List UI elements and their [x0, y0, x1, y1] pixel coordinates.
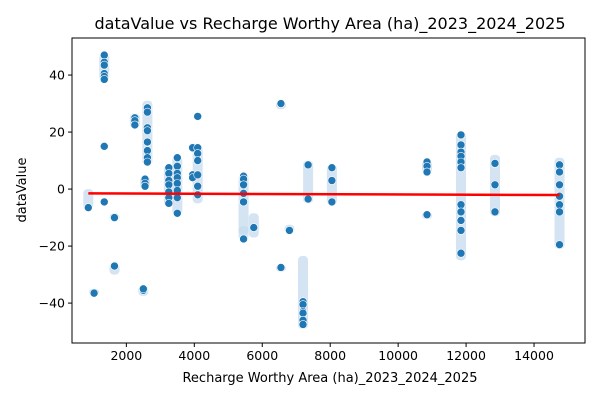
x-tick-label: 6000	[246, 348, 278, 363]
x-axis-label: Recharge Worthy Area (ha)_2023_2024_2025	[182, 371, 477, 386]
data-point	[422, 210, 432, 220]
data-point	[422, 167, 432, 177]
data-point	[143, 137, 152, 147]
axes: 2000 4000 6000 8000 10000 12000 14000 −40 −20 0 20…	[39, 37, 586, 363]
data-point	[239, 197, 248, 207]
y-tick-label: 20	[49, 125, 65, 140]
data-point	[193, 112, 203, 121]
data-point	[173, 179, 182, 188]
data-point	[456, 163, 466, 172]
data-point	[298, 320, 308, 329]
data-point	[173, 161, 182, 171]
y-tick-label: 40	[49, 68, 65, 83]
data-point	[84, 203, 93, 212]
y-tick-label: −20	[39, 239, 65, 254]
data-point	[303, 160, 313, 170]
x-tick-label: 10000	[378, 348, 418, 363]
data-point	[303, 194, 313, 204]
data-point-band	[238, 226, 249, 235]
data-point	[456, 216, 466, 225]
data-point	[249, 223, 259, 232]
data-point	[456, 140, 466, 150]
data-point	[327, 197, 337, 207]
data-point	[89, 288, 99, 298]
data-point	[456, 200, 466, 210]
x-tick-label: 14000	[514, 348, 554, 363]
data-point	[239, 234, 248, 244]
x-tick-label: 2000	[110, 348, 142, 363]
data-point	[298, 308, 308, 318]
y-axis-label: dataValue	[15, 158, 30, 223]
data-point	[555, 200, 564, 210]
x-tick-label: 4000	[178, 348, 210, 363]
data-point	[140, 181, 150, 191]
data-point	[555, 207, 564, 217]
trend-line	[88, 192, 560, 197]
data-point	[164, 199, 174, 208]
data-point	[490, 159, 500, 168]
data-point	[99, 50, 109, 60]
data-point	[193, 149, 203, 158]
data-point	[99, 60, 109, 70]
data-point	[490, 180, 500, 190]
data-point	[276, 263, 286, 272]
data-point	[555, 160, 564, 170]
data-point	[130, 120, 140, 130]
data-point	[456, 226, 466, 235]
data-point	[327, 163, 337, 172]
plot-frame	[71, 37, 586, 344]
data-point	[173, 153, 182, 163]
data-point	[239, 180, 248, 190]
plot-area	[83, 50, 565, 329]
data-point	[143, 126, 152, 135]
data-point	[110, 213, 119, 222]
data-point	[143, 107, 152, 117]
data-point	[555, 167, 564, 177]
data-point	[193, 181, 203, 191]
data-point	[164, 180, 174, 190]
data-point	[456, 130, 466, 140]
y-tick-label: 0	[57, 182, 65, 197]
x-tick-label: 12000	[446, 348, 486, 363]
data-point	[285, 226, 294, 235]
y-tick-label: −40	[39, 296, 65, 311]
data-point	[99, 75, 109, 84]
data-point	[143, 157, 152, 167]
data-point	[555, 240, 564, 249]
data-point	[173, 209, 182, 218]
data-point	[110, 261, 119, 271]
data-point	[139, 284, 148, 294]
data-point	[298, 300, 308, 309]
data-point-band	[303, 160, 314, 204]
data-point	[555, 180, 564, 190]
data-point	[193, 170, 203, 180]
data-point	[193, 156, 203, 165]
data-point	[456, 207, 466, 217]
data-point	[276, 99, 286, 108]
data-point	[143, 146, 152, 155]
data-point	[490, 207, 500, 217]
data-point	[99, 142, 109, 151]
data-point	[164, 169, 174, 178]
data-point	[327, 176, 337, 185]
data-point	[99, 197, 109, 207]
data-point	[456, 248, 466, 258]
chart-title: dataValue vs Recharge Worthy Area (ha)_2…	[94, 14, 565, 34]
x-tick-label: 8000	[314, 348, 346, 363]
